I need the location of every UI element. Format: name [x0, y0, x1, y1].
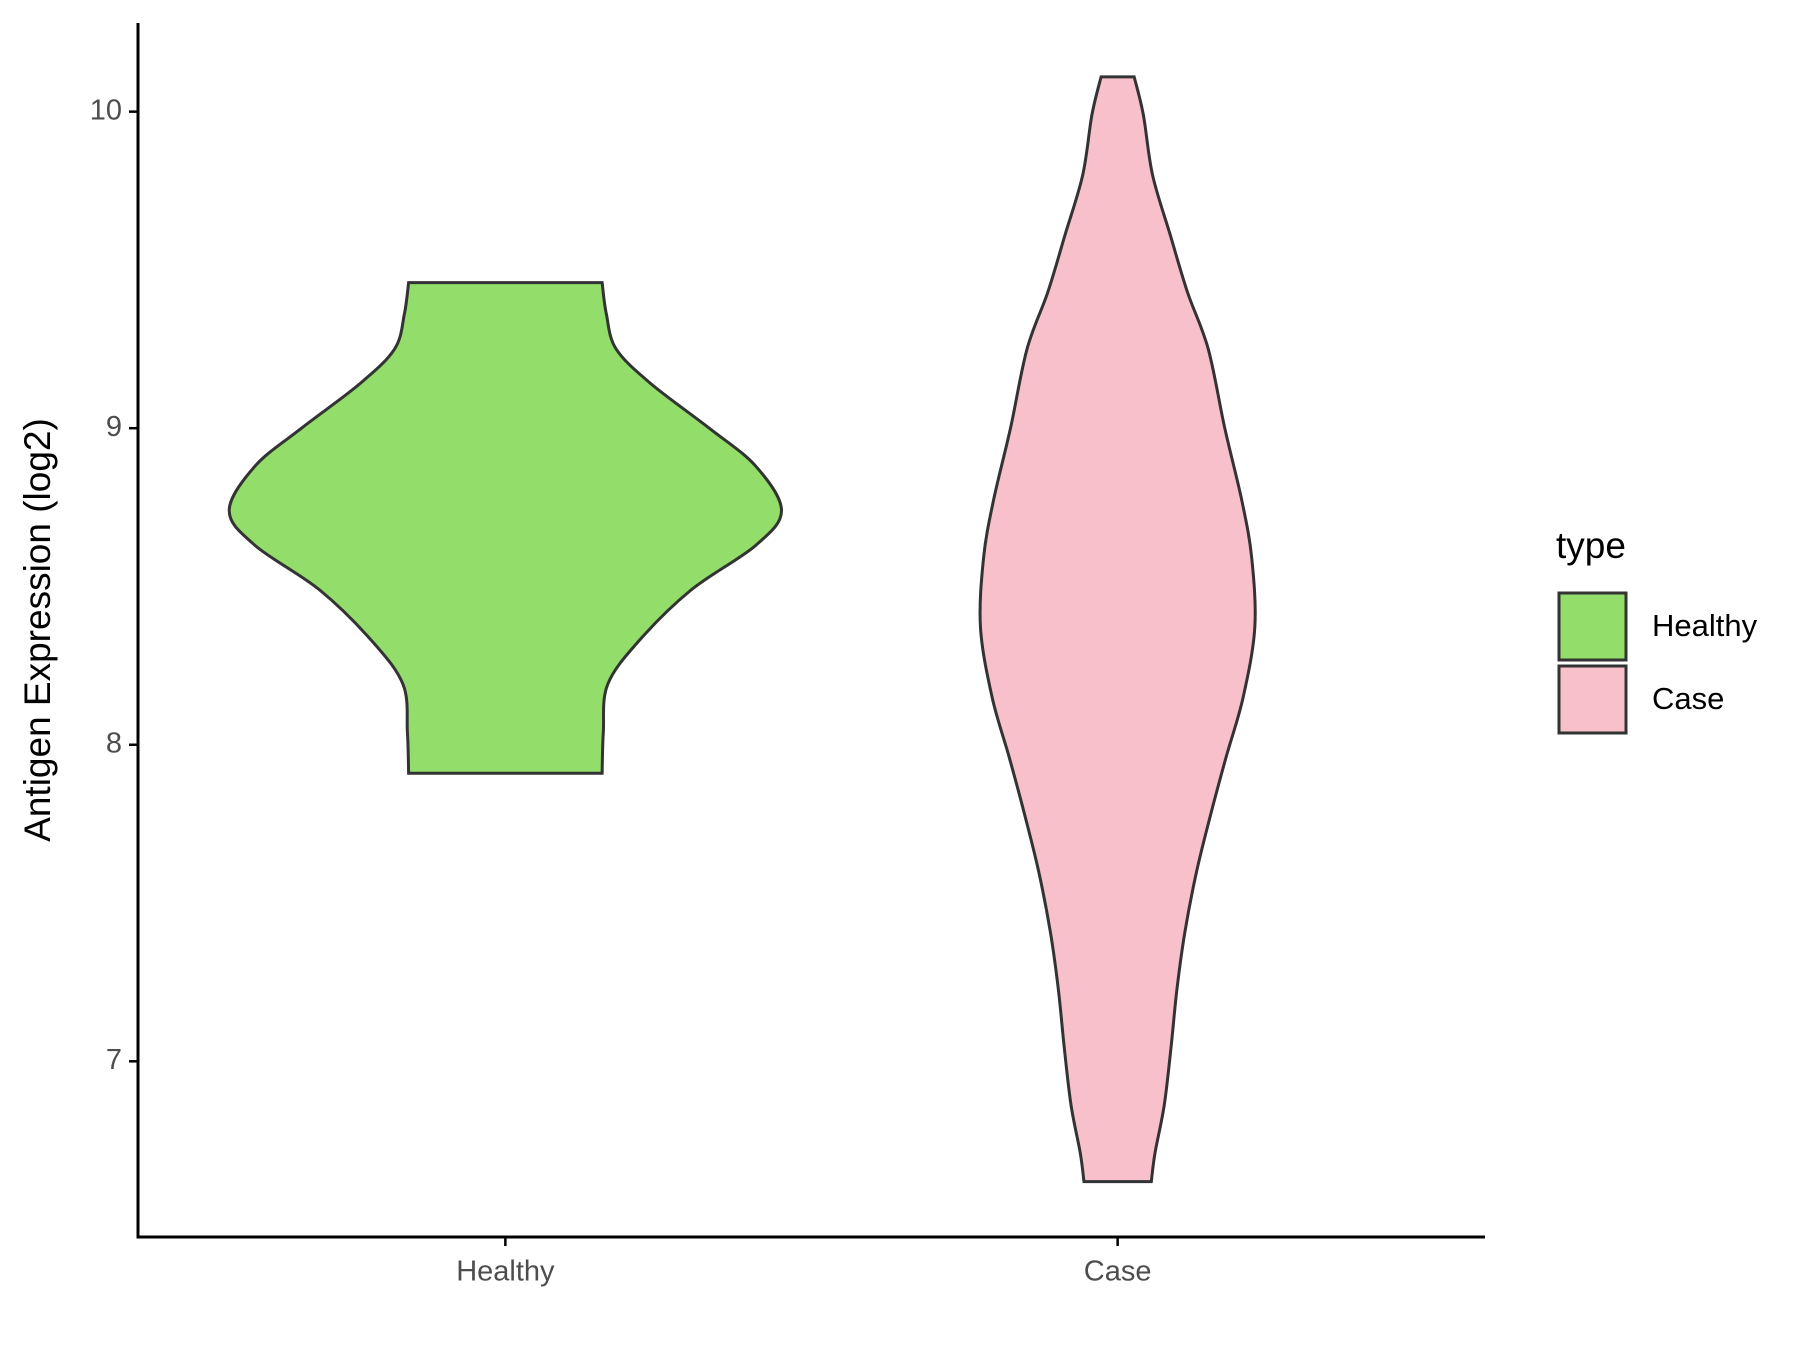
legend-key	[1557, 664, 1628, 735]
legend-label: Case	[1652, 681, 1724, 716]
violin	[978, 75, 1257, 1184]
legend-key	[1557, 591, 1628, 662]
y-axis-title: Antigen Expression (log2)	[17, 418, 58, 842]
violin	[227, 281, 783, 775]
y-tick-label: 9	[106, 411, 122, 443]
y-tick-label: 10	[90, 94, 122, 126]
y-tick-label: 7	[106, 1044, 122, 1076]
legend-title: type	[1556, 525, 1626, 566]
legend-label: Healthy	[1652, 608, 1758, 643]
x-tick-label: Case	[1084, 1256, 1152, 1288]
y-tick-label: 8	[106, 727, 122, 759]
x-tick-label: Healthy	[456, 1256, 555, 1288]
